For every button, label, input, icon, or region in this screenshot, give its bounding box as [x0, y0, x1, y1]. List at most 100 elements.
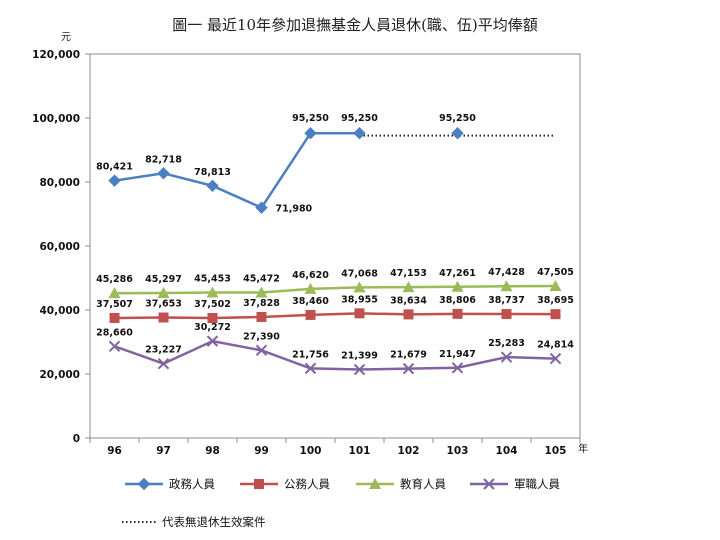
data-point	[353, 126, 366, 140]
data-point	[549, 352, 562, 365]
data-label: 47,068	[341, 268, 378, 279]
data-label: 47,428	[488, 267, 525, 278]
data-point	[157, 357, 170, 370]
data-label: 45,472	[243, 273, 280, 284]
data-point	[206, 286, 219, 298]
y-tick-label: 120,000	[32, 49, 80, 61]
data-label: 25,283	[488, 338, 525, 349]
legend-label: 軍職人員	[514, 477, 560, 491]
data-point	[304, 362, 317, 375]
data-point	[255, 201, 268, 214]
series-1: 80,421 82,718 78,813 71,980 95,250 95,250 95,2…	[96, 113, 556, 215]
x-tick-label: 103	[447, 445, 469, 457]
data-label: 37,507	[96, 299, 133, 310]
data-point	[157, 287, 170, 299]
data-label: 38,806	[439, 295, 476, 306]
data-label: 21,679	[390, 350, 427, 361]
legend-label: 公務人員	[284, 477, 330, 491]
data-label: 38,695	[537, 295, 574, 306]
y-tick-label: 100,000	[32, 113, 80, 125]
data-point	[108, 174, 121, 187]
data-label: 95,250	[439, 113, 476, 124]
x-axis-unit: 年	[578, 442, 588, 455]
data-label: 47,153	[390, 268, 427, 279]
data-point	[353, 363, 366, 376]
legend: 政務人員 公務人員 教育人員 軍職人員	[125, 477, 560, 491]
data-point	[403, 309, 414, 320]
data-label: 38,460	[292, 296, 329, 307]
x-tick-label: 105	[545, 445, 567, 457]
series-line	[114, 312, 556, 320]
data-point	[304, 126, 317, 140]
data-label: 38,634	[390, 295, 427, 306]
data-label: 23,227	[145, 345, 182, 356]
legend-item-2: 公務人員	[240, 477, 330, 491]
footnote-text: 代表無退休生效案件	[162, 515, 266, 529]
y-axis-unit: 元	[61, 32, 71, 43]
legend-marker	[137, 477, 151, 491]
data-label: 78,813	[194, 167, 231, 178]
data-label: 46,620	[292, 270, 329, 281]
legend-label: 教育人員	[400, 477, 446, 491]
data-label: 38,955	[341, 294, 378, 305]
data-point	[255, 344, 268, 357]
data-label: 45,297	[145, 274, 182, 285]
x-axis: 96 97 98 99 100 101 102 103 104 105	[89, 438, 581, 457]
x-tick-label: 96	[107, 445, 122, 457]
data-point	[550, 309, 561, 320]
data-point	[206, 179, 219, 193]
data-point	[109, 312, 120, 323]
series-4: 28,660 23,227 30,272 27,390 21,756 21,399 21,6…	[96, 322, 574, 376]
data-label: 37,502	[194, 299, 231, 310]
y-tick-label: 60,000	[39, 241, 80, 253]
legend-label: 政務人員	[169, 477, 215, 491]
data-point	[452, 308, 463, 319]
legend-item-4: 軍職人員	[470, 477, 560, 491]
data-point	[207, 312, 218, 323]
data-label: 45,453	[194, 274, 231, 285]
y-tick-label: 80,000	[39, 177, 80, 189]
legend-item-1: 政務人員	[125, 477, 215, 491]
data-label: 37,828	[243, 298, 280, 309]
x-tick-label: 101	[349, 445, 371, 457]
data-label: 24,814	[537, 340, 574, 351]
series-line	[114, 339, 556, 371]
legend-item-3: 教育人員	[356, 477, 446, 491]
x-tick-label: 100	[300, 445, 322, 457]
data-label: 80,421	[96, 162, 133, 173]
data-label: 47,261	[439, 268, 476, 279]
data-label: 21,947	[439, 349, 476, 360]
data-point	[549, 279, 562, 291]
data-label: 71,980	[276, 204, 313, 215]
data-point	[157, 167, 170, 180]
data-label: 37,653	[145, 299, 182, 310]
series-layer: 80,421 82,718 78,813 71,980 95,250 95,250 95,2…	[96, 113, 574, 376]
data-point	[158, 312, 169, 323]
data-label: 27,390	[243, 331, 280, 342]
data-label: 82,718	[145, 154, 182, 165]
data-point	[305, 309, 316, 320]
data-point	[402, 362, 415, 375]
data-label: 28,660	[96, 327, 133, 338]
plot-border	[89, 53, 581, 439]
data-label: 95,250	[292, 113, 329, 124]
data-point	[304, 282, 317, 294]
data-point	[402, 281, 415, 293]
data-point	[451, 362, 464, 374]
data-point	[501, 309, 512, 320]
data-point	[108, 287, 121, 299]
chart-title: 圖一 最近10年參加退撫基金人員退休(職、伍)平均俸額	[172, 16, 538, 34]
data-point	[206, 335, 219, 347]
series-line	[114, 284, 556, 295]
data-point	[256, 311, 267, 322]
data-label: 45,286	[96, 274, 133, 285]
data-point	[353, 281, 366, 293]
y-axis: 0 20,000 40,000 60,000 80,000 100,000 120,000	[32, 49, 90, 445]
data-label: 95,250	[341, 113, 378, 124]
x-tick-label: 99	[254, 445, 269, 457]
data-label: 47,505	[537, 267, 574, 278]
y-tick-label: 0	[73, 433, 80, 445]
data-point	[500, 280, 513, 292]
